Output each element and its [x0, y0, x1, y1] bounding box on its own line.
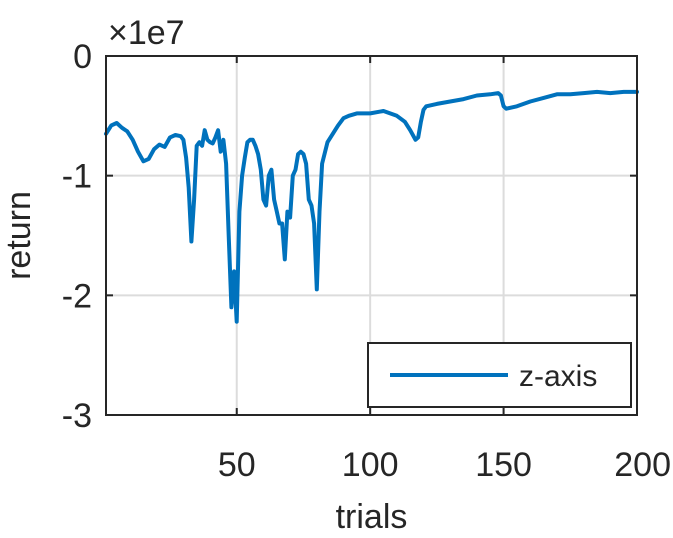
exponent-label: ×1e7	[108, 14, 185, 52]
series-line-z-axis	[104, 89, 639, 324]
legend: z-axis	[367, 342, 632, 408]
x-tick-label: 200	[614, 446, 671, 484]
axis-ticks: 50 100 150 200 0 -1 -2 -3	[62, 38, 671, 484]
y-tick-label: -2	[62, 277, 92, 315]
x-axis-label: trials	[336, 498, 408, 536]
x-tick-label: 150	[475, 446, 532, 484]
plot-frame	[105, 55, 638, 416]
legend-label: z-axis	[519, 360, 597, 393]
y-tick-label: -1	[62, 158, 92, 196]
series-layer	[104, 89, 639, 324]
y-tick-label: 0	[73, 38, 92, 76]
y-tick-label: -3	[62, 397, 92, 435]
x-tick-label: 50	[218, 446, 256, 484]
x-tick-label: 100	[342, 446, 399, 484]
y-axis-label: return	[0, 191, 38, 280]
